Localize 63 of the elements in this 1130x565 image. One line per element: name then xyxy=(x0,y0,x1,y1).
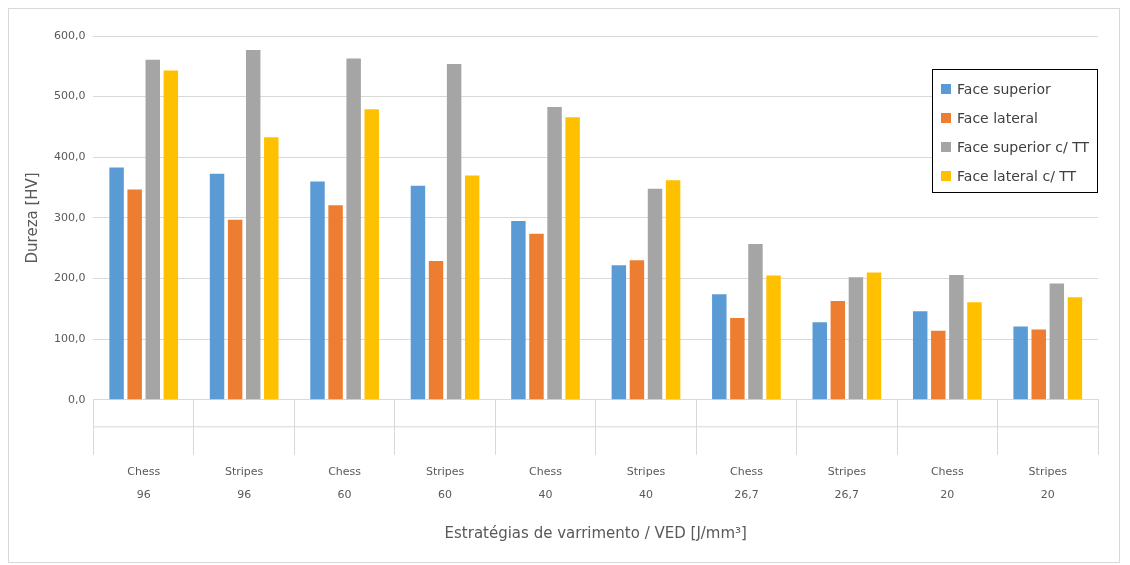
bar xyxy=(665,180,681,400)
legend-label: Face superior xyxy=(957,80,1051,97)
x-tick-label: Stripes 26,7 xyxy=(827,465,867,502)
bar xyxy=(1013,326,1028,400)
bar xyxy=(1049,283,1065,400)
bar xyxy=(866,272,882,400)
bar xyxy=(730,317,745,400)
bar xyxy=(109,167,124,400)
bar xyxy=(748,243,763,400)
bar xyxy=(227,219,243,400)
bar xyxy=(931,330,946,400)
bar xyxy=(127,189,142,400)
y-tick-label: 300,0 xyxy=(53,210,86,224)
y-tick-label: 500,0 xyxy=(53,89,86,103)
bar xyxy=(529,233,544,400)
y-tick-label: 200,0 xyxy=(53,271,86,285)
x-axis-title: Estratégias de varrimento / VED [J/mm³] xyxy=(444,523,747,542)
bar xyxy=(611,265,627,400)
bar xyxy=(346,58,361,400)
bar xyxy=(310,181,325,400)
x-tick-label: Chess 26,7 xyxy=(729,465,764,502)
legend-label: Face lateral c/ TT xyxy=(957,167,1077,184)
bar xyxy=(912,311,928,400)
y-axis-title: Dureza [HV] xyxy=(22,172,41,264)
bar xyxy=(464,175,480,400)
bar xyxy=(565,117,580,400)
bar xyxy=(245,49,261,400)
bar xyxy=(949,274,964,400)
y-tick-label: 100,0 xyxy=(53,332,86,346)
bar xyxy=(264,137,279,400)
bar xyxy=(446,63,462,400)
bar xyxy=(428,260,444,400)
bar xyxy=(1067,297,1083,400)
x-tick-label: Stripes 96 xyxy=(224,465,264,502)
bar xyxy=(629,260,645,400)
y-tick-label: 400,0 xyxy=(53,150,86,164)
bar xyxy=(712,294,727,400)
bar xyxy=(848,277,864,400)
x-tick-label: Stripes 20 xyxy=(1028,465,1068,502)
bar xyxy=(766,275,781,400)
x-tick-label: Chess 60 xyxy=(328,465,362,502)
bar xyxy=(812,322,827,400)
bar xyxy=(209,173,225,400)
bar xyxy=(410,185,426,400)
bar xyxy=(967,302,982,400)
bar xyxy=(511,220,526,400)
bar xyxy=(364,109,379,400)
legend-label: Face superior c/ TT xyxy=(957,138,1089,155)
bar xyxy=(647,188,663,400)
bar xyxy=(830,300,846,400)
x-tick-label: Chess 96 xyxy=(127,465,161,502)
legend-label: Face lateral xyxy=(957,109,1038,126)
y-tick-label: 0,0 xyxy=(67,392,86,406)
bar xyxy=(328,205,343,400)
bar xyxy=(163,70,179,400)
x-tick-label: Chess 20 xyxy=(930,465,965,502)
y-tick-label: 600,0 xyxy=(53,28,86,42)
bar xyxy=(547,106,562,400)
x-tick-label: Stripes 60 xyxy=(425,465,465,502)
x-tick-label: Chess 40 xyxy=(529,465,563,502)
bar xyxy=(145,59,160,400)
x-tick-label: Stripes 40 xyxy=(626,465,666,502)
bar xyxy=(1031,329,1046,400)
